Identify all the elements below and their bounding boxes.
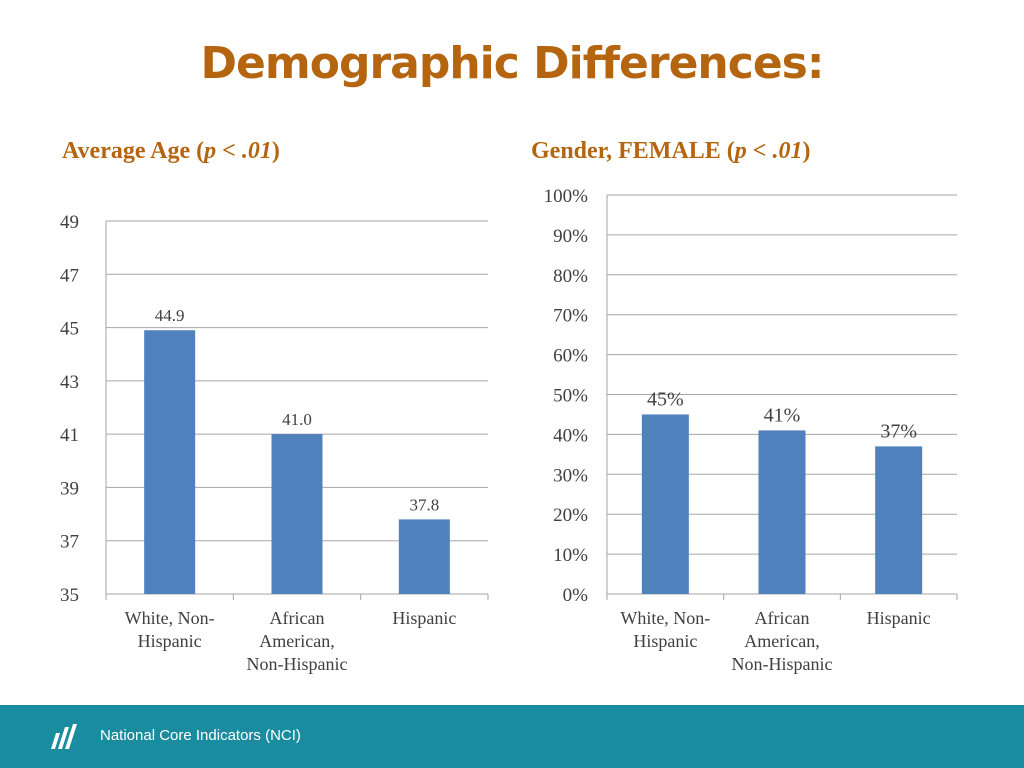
age-data-label: 41.0 bbox=[282, 410, 312, 429]
gender-data-label: 37% bbox=[880, 420, 917, 442]
gender-ytick-label: 20% bbox=[553, 505, 588, 526]
gender-data-label: 45% bbox=[647, 388, 684, 410]
age-category-label: White, Non- bbox=[125, 608, 215, 628]
nci-logo-icon bbox=[51, 724, 77, 749]
gender-ytick-label: 70% bbox=[553, 306, 588, 327]
age-category-label: African bbox=[270, 608, 325, 628]
gender-heading-pvalue: p < .01 bbox=[734, 138, 803, 164]
age-category-label: American, bbox=[259, 631, 334, 651]
gender-category-label: American, bbox=[744, 631, 819, 651]
gender-ytick-label: 40% bbox=[553, 425, 588, 446]
gender-ytick-label: 60% bbox=[553, 346, 588, 367]
age-category-label: Hispanic bbox=[392, 608, 456, 628]
slide-title: Demographic Differences: bbox=[200, 38, 825, 89]
gender-ytick-label: 50% bbox=[553, 386, 588, 407]
age-ytick-label: 43 bbox=[60, 372, 79, 393]
footer-bar: National Core Indicators (NCI) bbox=[0, 705, 1024, 768]
gender-heading-suffix: ) bbox=[802, 138, 811, 164]
footer-text: National Core Indicators (NCI) bbox=[100, 727, 301, 744]
age-data-label: 44.9 bbox=[155, 306, 185, 325]
average-age-chart: 35 37 39 41 43 45 47 49 44.9 White, Non- Hispanic 4… bbox=[60, 212, 489, 674]
gender-ytick-label: 30% bbox=[553, 465, 588, 486]
age-heading-prefix: Average Age ( bbox=[62, 138, 205, 164]
age-category-label: Hispanic bbox=[138, 631, 202, 651]
age-bar bbox=[144, 330, 196, 594]
age-bar bbox=[271, 434, 323, 594]
gender-ytick-label: 100% bbox=[544, 186, 589, 207]
gender-heading-prefix: Gender, FEMALE ( bbox=[531, 138, 735, 164]
age-ytick-label: 47 bbox=[60, 265, 79, 286]
gender-bar bbox=[758, 430, 806, 594]
age-ytick-label: 39 bbox=[60, 478, 79, 499]
age-ytick-label: 35 bbox=[60, 585, 79, 606]
age-heading-suffix: ) bbox=[271, 138, 280, 164]
age-heading-pvalue: p < .01 bbox=[204, 138, 272, 164]
age-ytick-label: 49 bbox=[60, 212, 79, 233]
gender-ytick-label: 80% bbox=[553, 266, 588, 287]
gender-bar bbox=[875, 446, 923, 594]
gender-category-label: White, Non- bbox=[620, 608, 710, 628]
age-data-label: 37.8 bbox=[409, 495, 439, 514]
gender-chart-heading: Gender, FEMALE (p < .01) bbox=[531, 138, 810, 165]
age-ytick-label: 45 bbox=[60, 319, 79, 340]
gender-ytick-label: 0% bbox=[563, 585, 589, 606]
gender-category-label: African bbox=[755, 608, 810, 628]
gender-category-label: Hispanic bbox=[867, 608, 931, 628]
gender-category-label: Hispanic bbox=[633, 631, 697, 651]
age-bar bbox=[398, 519, 450, 594]
gender-bar bbox=[641, 414, 689, 594]
gender-data-label: 41% bbox=[764, 404, 801, 426]
gender-category-label: Non-Hispanic bbox=[732, 654, 833, 674]
gender-female-chart: 0% 10% 20% 30% 40% 50% 60% 70% 80% 90% 100% 45% Whit… bbox=[544, 186, 958, 674]
age-chart-heading: Average Age (p < .01) bbox=[62, 138, 280, 165]
gender-ytick-label: 90% bbox=[553, 226, 588, 247]
age-category-label: Non-Hispanic bbox=[247, 654, 348, 674]
gender-ytick-label: 10% bbox=[553, 545, 588, 566]
age-ytick-label: 37 bbox=[60, 532, 79, 553]
age-ytick-label: 41 bbox=[60, 425, 79, 446]
